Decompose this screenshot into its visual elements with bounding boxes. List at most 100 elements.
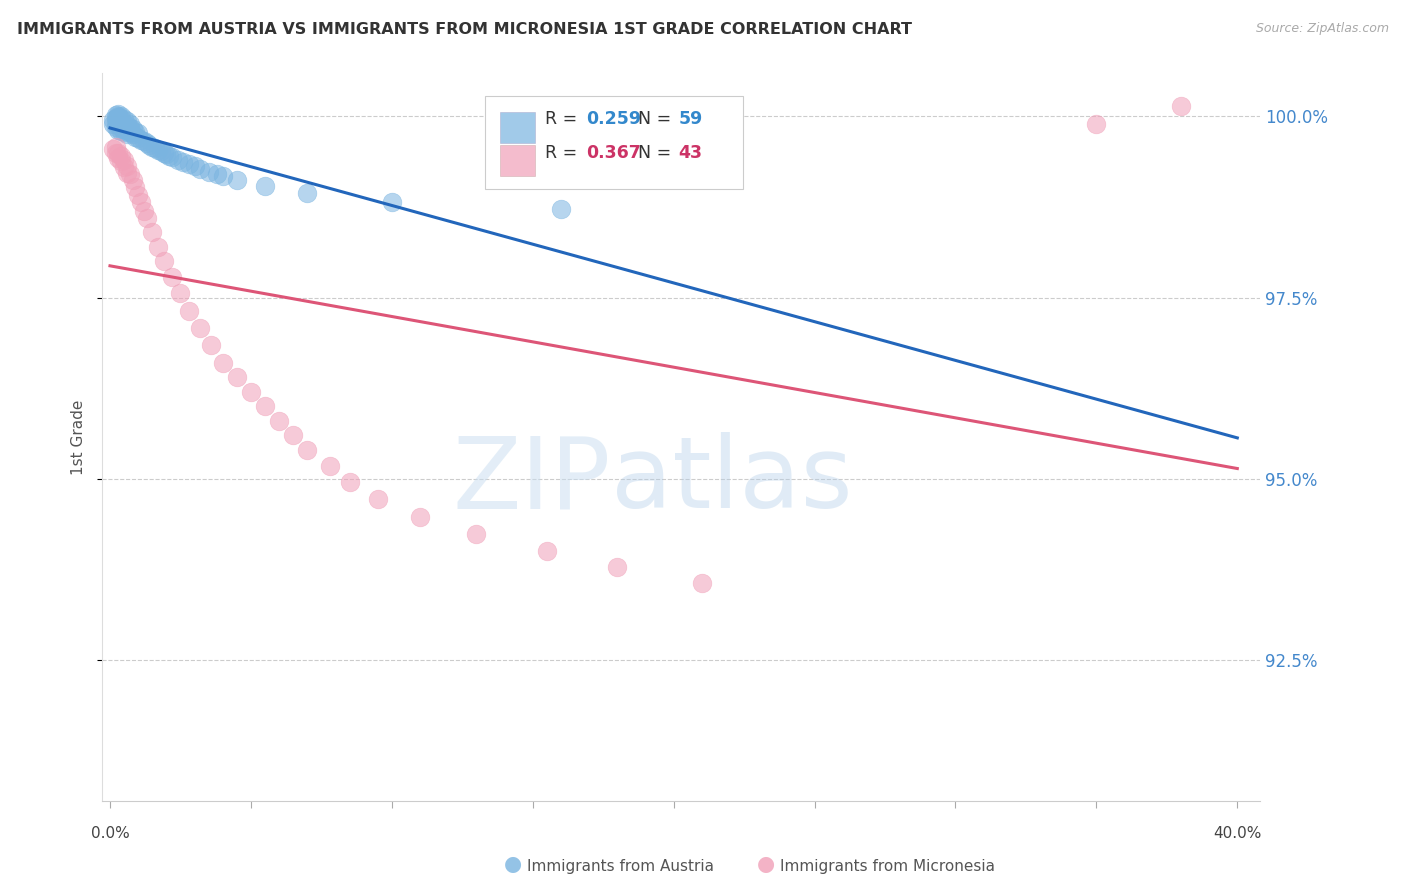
Text: Immigrants from Micronesia: Immigrants from Micronesia [780,859,995,874]
Point [409,509,432,524]
Point [183,160,205,174]
Point [225,173,247,187]
Point [107,145,129,160]
Point [121,127,143,141]
Point [690,576,713,591]
Point [367,492,389,507]
Point [606,560,628,574]
Point [101,142,124,156]
Point [160,150,183,164]
Point [110,124,132,138]
Point [121,121,143,136]
Text: 0.259: 0.259 [586,110,641,128]
Point [381,194,404,209]
Point [104,111,127,125]
Point [127,131,149,145]
Point [121,173,143,187]
Point [129,133,152,147]
Point [112,160,135,174]
Text: 43: 43 [678,144,703,161]
Point [112,117,135,131]
Point [172,155,194,169]
Point [112,125,135,139]
Point [339,475,361,489]
Point [104,108,127,122]
Point [110,154,132,169]
Point [118,125,141,139]
Point [188,161,211,176]
Point [127,187,149,202]
Point [107,107,129,121]
Point [124,180,146,194]
Point [149,145,172,159]
Point [465,527,488,541]
Point [118,168,141,182]
Point [297,186,319,200]
Point [115,166,138,180]
Text: R =: R = [546,144,583,161]
Point [239,384,262,399]
Point [253,179,276,194]
Point [101,113,124,128]
Text: IMMIGRANTS FROM AUSTRIA VS IMMIGRANTS FROM MICRONESIA 1ST GRADE CORRELATION CHAR: IMMIGRANTS FROM AUSTRIA VS IMMIGRANTS FR… [17,22,912,37]
Point [138,138,160,153]
Point [1170,98,1192,112]
Point [536,544,558,558]
Point [104,140,127,154]
Point [115,118,138,132]
Point [124,125,146,139]
Point [115,159,138,173]
Y-axis label: 1st Grade: 1st Grade [72,400,86,475]
Point [110,116,132,130]
Point [177,303,200,318]
Point [211,356,233,370]
Point [160,270,183,285]
Point [143,141,166,155]
Text: Source: ZipAtlas.com: Source: ZipAtlas.com [1256,22,1389,36]
Point [104,115,127,129]
Text: N =: N = [638,144,676,161]
Point [129,194,152,209]
Point [107,118,129,132]
Text: ZIP: ZIP [453,433,612,529]
Text: 40.0%: 40.0% [1213,826,1261,841]
Point [115,113,138,128]
FancyBboxPatch shape [485,95,744,189]
Point [101,117,124,131]
Point [188,321,211,335]
Point [200,338,222,352]
Point [132,134,155,148]
Point [118,121,141,136]
Point [319,458,342,473]
Point [112,121,135,136]
Point [135,211,157,225]
Point [132,203,155,218]
Point [155,147,177,161]
Point [107,152,129,166]
Point [211,169,233,183]
Text: N =: N = [638,110,676,128]
FancyBboxPatch shape [501,145,534,176]
Text: ●: ● [505,855,522,874]
Point [166,153,188,167]
Point [550,202,572,217]
Point [115,127,138,141]
Point [115,122,138,136]
FancyBboxPatch shape [501,112,534,143]
Point [104,145,127,160]
Point [110,120,132,134]
Point [118,117,141,131]
Point [146,143,169,157]
Point [107,109,129,123]
Point [110,112,132,126]
Point [107,113,129,128]
Point [253,400,276,414]
Point [152,145,174,160]
Point [107,122,129,136]
Point [267,414,290,428]
Point [141,226,163,240]
Point [297,442,319,457]
Text: 59: 59 [678,110,703,128]
Point [135,136,157,151]
Point [141,140,163,154]
